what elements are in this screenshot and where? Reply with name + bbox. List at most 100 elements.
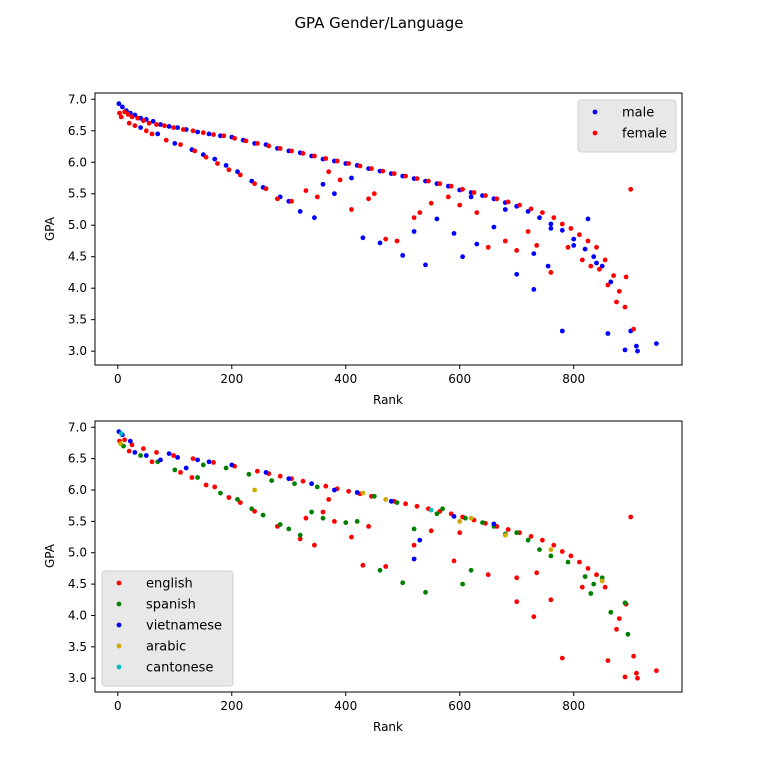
data-point-english xyxy=(300,478,306,484)
data-point-female xyxy=(605,282,611,288)
data-point-female xyxy=(565,244,571,250)
data-point-spanish xyxy=(277,522,283,527)
y-tick-label: 4.5 xyxy=(68,577,87,591)
y-tick-label: 3.0 xyxy=(68,344,87,358)
data-point-spanish xyxy=(377,567,383,573)
legend-label-spanish: spanish xyxy=(146,598,196,613)
x-tick-label: 0 xyxy=(114,372,122,386)
data-point-male xyxy=(622,347,628,353)
x-tick-label: 600 xyxy=(448,372,471,386)
data-point-male xyxy=(332,191,337,197)
data-point-english xyxy=(528,534,534,539)
legend-marker-male xyxy=(592,109,598,115)
data-point-english xyxy=(141,446,146,451)
data-point-female xyxy=(437,181,443,187)
y-tick-label: 6.5 xyxy=(68,452,87,466)
data-point-male xyxy=(150,118,156,124)
data-point-female xyxy=(551,215,557,221)
data-point-english xyxy=(212,484,218,490)
data-point-spanish xyxy=(411,526,417,532)
data-point-male xyxy=(206,131,212,137)
data-point-female xyxy=(178,142,183,148)
data-point-male xyxy=(548,226,554,231)
data-point-female xyxy=(548,270,554,275)
data-point-english xyxy=(585,566,591,571)
x-tick-label: 400 xyxy=(334,699,357,713)
data-point-female xyxy=(369,166,374,172)
data-point-english xyxy=(149,459,155,465)
data-point-english xyxy=(320,509,326,515)
data-point-english xyxy=(122,437,127,443)
data-point-english xyxy=(171,453,177,458)
legend-marker-cantonese xyxy=(116,664,122,670)
data-point-english xyxy=(534,570,540,576)
data-point-spanish xyxy=(565,559,571,565)
data-point-male xyxy=(411,229,417,234)
y-tick-label: 5.5 xyxy=(68,187,87,201)
data-point-female xyxy=(391,171,397,177)
data-point-english xyxy=(531,614,537,620)
data-point-english xyxy=(505,527,511,532)
data-point-spanish xyxy=(371,493,377,499)
data-point-english xyxy=(628,514,634,520)
data-point-female xyxy=(289,198,294,204)
data-point-female xyxy=(334,158,340,164)
data-point-spanish xyxy=(172,467,178,473)
data-point-male xyxy=(654,341,659,346)
data-point-female xyxy=(514,248,520,253)
data-point-male xyxy=(360,235,366,241)
data-point-male xyxy=(474,241,480,247)
data-point-english xyxy=(411,542,417,548)
top-y-axis-label: GPA xyxy=(43,216,57,241)
data-point-cantonese xyxy=(118,431,124,436)
data-point-female xyxy=(594,244,599,250)
data-point-english xyxy=(540,537,545,543)
data-point-spanish xyxy=(286,526,292,532)
data-point-vietnamese xyxy=(166,451,172,456)
data-point-vietnamese xyxy=(183,465,189,471)
y-tick-label: 5.0 xyxy=(68,218,87,232)
data-point-female xyxy=(540,210,545,216)
data-point-arabic xyxy=(457,519,463,524)
data-point-female xyxy=(163,137,169,143)
data-point-english xyxy=(559,655,565,661)
data-point-spanish xyxy=(354,519,360,524)
data-point-female xyxy=(252,181,257,187)
data-point-spanish xyxy=(314,484,320,490)
data-point-female xyxy=(394,238,400,244)
data-point-female xyxy=(141,118,146,124)
data-point-english xyxy=(568,553,574,559)
data-point-male xyxy=(531,287,537,292)
data-point-male xyxy=(585,216,591,222)
top-ticks-layer: 0 200 400 600 800 3.0 3.5 4.0 4.5 5.0 5.5 6.0 6.5 7.0 xyxy=(68,92,585,386)
data-point-female xyxy=(190,128,196,134)
data-point-female xyxy=(162,123,167,129)
data-point-female xyxy=(226,167,232,173)
data-point-female xyxy=(568,226,574,231)
data-point-spanish xyxy=(292,481,297,487)
data-point-english xyxy=(154,450,159,455)
bottom-y-axis-label: GPA xyxy=(43,543,57,568)
data-point-female xyxy=(314,194,320,200)
data-point-female xyxy=(117,110,122,116)
data-point-english xyxy=(616,616,622,621)
data-point-female xyxy=(215,161,220,166)
data-point-female xyxy=(126,120,132,126)
data-point-female xyxy=(289,148,294,154)
data-point-male xyxy=(591,254,597,260)
data-point-male xyxy=(491,224,497,230)
x-tick-label: 600 xyxy=(448,699,471,713)
data-point-english xyxy=(654,668,659,674)
data-point-english xyxy=(514,599,520,605)
data-point-vietnamese xyxy=(175,455,181,460)
data-point-english xyxy=(226,495,232,500)
data-point-english xyxy=(548,597,554,603)
data-point-spanish xyxy=(608,609,614,615)
x-tick-label: 800 xyxy=(562,699,585,713)
data-point-male xyxy=(594,260,599,266)
data-point-male xyxy=(175,125,181,130)
data-point-arabic xyxy=(118,441,123,446)
y-tick-label: 4.5 xyxy=(68,250,87,264)
data-point-spanish xyxy=(246,471,252,477)
data-point-male xyxy=(158,122,163,127)
